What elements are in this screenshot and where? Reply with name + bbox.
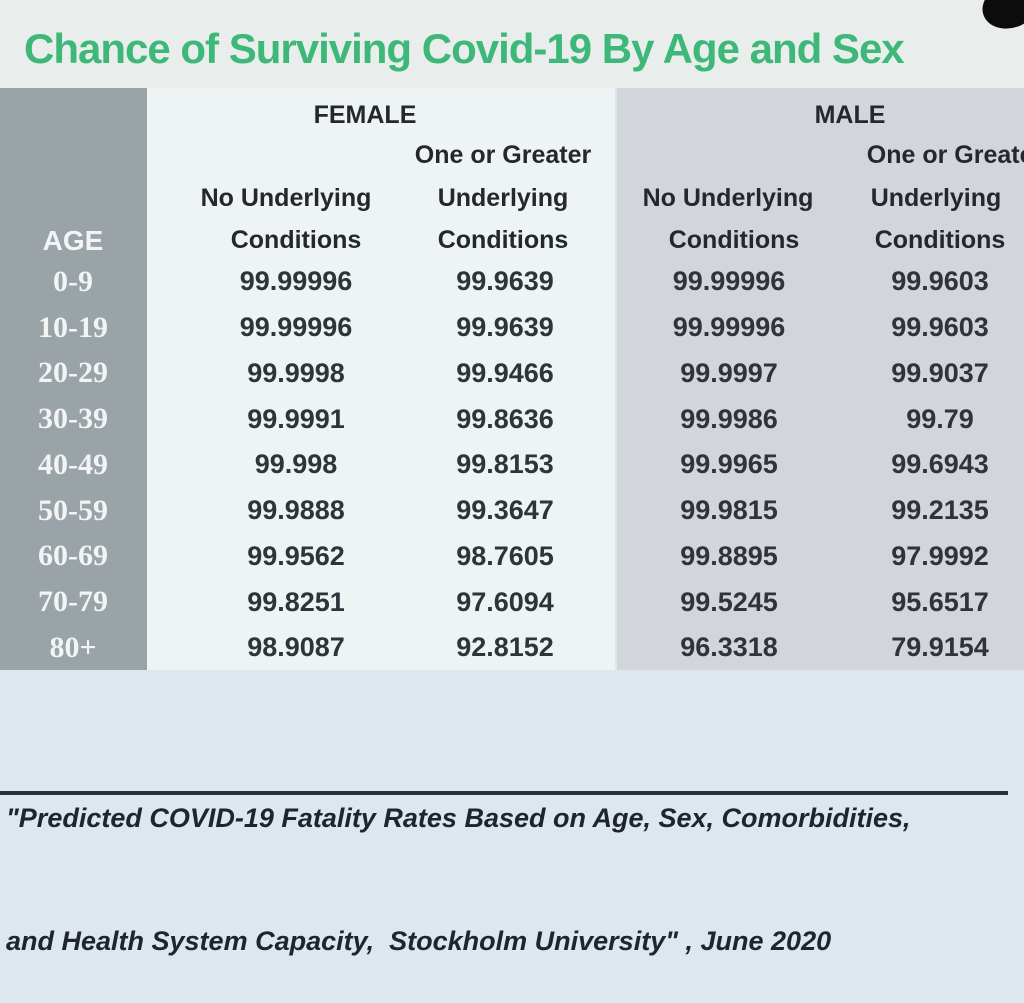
table-cell: 99.8895 [680, 540, 778, 571]
female-section-panel [147, 88, 615, 670]
age-row-label: 10-19 [38, 310, 108, 344]
table-cell: 79.9154 [891, 632, 989, 663]
table-cell: 99.9562 [247, 540, 345, 571]
table-cell: 99.99996 [672, 312, 786, 343]
table-cell: 99.5245 [680, 586, 778, 617]
male-no-underlying-label: No Underlying [642, 184, 814, 212]
female-no-underlying-label: No Underlying [200, 184, 372, 212]
table-cell: 99.9888 [247, 495, 345, 526]
male-no-underlying-conditions-label: Conditions [668, 226, 800, 254]
table-cell: 99.9997 [680, 357, 778, 388]
table-cell: 99.9603 [891, 266, 989, 297]
column-male-no-conditions: 99.99996 99.99996 99.9997 99.9986 99.996… [673, 259, 786, 671]
age-row-label: 50-59 [38, 493, 108, 527]
male-section-panel [617, 88, 1024, 670]
table-cell: 99.9037 [891, 357, 989, 388]
table-cell: 99.6943 [891, 449, 989, 480]
title-bar: Chance of Surviving Covid-19 By Age and … [0, 0, 1024, 88]
table-cell: 99.9815 [680, 495, 778, 526]
female-underlying-conditions-label: Conditions [437, 226, 569, 254]
male-underlying-conditions-label: Conditions [874, 226, 1006, 254]
column-male-one-or-greater: 99.9603 99.9603 99.9037 99.79 99.6943 99… [891, 259, 989, 671]
table-cell: 99.998 [254, 449, 338, 480]
table-cell: 99.99996 [239, 312, 353, 343]
male-underlying-label: Underlying [870, 184, 1002, 212]
page-title: Chance of Surviving Covid-19 By Age and … [24, 25, 905, 72]
age-row-label: 70-79 [38, 585, 108, 619]
table-cell: 99.9466 [456, 357, 554, 388]
table-cell: 98.9087 [247, 632, 345, 663]
female-no-underlying-conditions-label: Conditions [230, 226, 362, 254]
table-cell: 97.9992 [891, 540, 989, 571]
female-one-or-greater-label: One or Greater [414, 141, 592, 169]
age-row-label: 30-39 [38, 402, 108, 436]
age-row-label: 80+ [49, 630, 97, 664]
table-cell: 99.9639 [456, 266, 554, 297]
column-female-no-conditions: 99.99996 99.99996 99.9998 99.9991 99.998… [240, 259, 353, 671]
source-citation-line1: "Predicted COVID-19 Fatality Rates Based… [6, 803, 911, 833]
table-cell: 99.99996 [239, 266, 353, 297]
table-cell: 99.9639 [456, 312, 554, 343]
table-cell: 99.9965 [680, 449, 778, 480]
male-group-header: MALE [814, 101, 886, 129]
column-female-one-or-greater: 99.9639 99.9639 99.9466 99.8636 99.8153 … [456, 259, 554, 671]
table-cell: 96.3318 [680, 632, 778, 663]
table-cell: 99.2135 [891, 495, 989, 526]
age-column-panel [0, 88, 147, 670]
source-citation-line2: and Health System Capacity, Stockholm Un… [6, 926, 832, 956]
table-cell: 99.9991 [247, 403, 345, 434]
table-cell: 98.7605 [456, 540, 554, 571]
column-age: 0-9 10-19 20-29 30-39 40-49 50-59 60-69 … [38, 259, 108, 671]
age-column-header: AGE [42, 225, 104, 256]
male-one-or-greater-label: One or Greater [866, 141, 1024, 169]
table-cell: 99.9998 [247, 357, 345, 388]
source-citation: "Predicted COVID-19 Fatality Rates Based… [6, 716, 1018, 1003]
table-cell: 97.6094 [456, 586, 554, 617]
table-cell: 95.6517 [891, 586, 989, 617]
age-row-label: 0-9 [53, 264, 93, 298]
female-underlying-label: Underlying [437, 184, 569, 212]
female-group-header: FEMALE [313, 101, 417, 129]
table-cell: 99.9986 [680, 403, 778, 434]
age-row-label: 20-29 [38, 356, 108, 390]
table-cell: 99.79 [906, 403, 974, 434]
footer-divider [0, 791, 1008, 795]
age-row-label: 40-49 [38, 447, 108, 481]
table-cell: 99.99996 [672, 266, 786, 297]
table-cell: 99.8636 [456, 403, 554, 434]
table-cell: 99.9603 [891, 312, 989, 343]
table-cell: 99.8153 [456, 449, 554, 480]
table-cell: 92.8152 [456, 632, 554, 663]
table-cell: 99.3647 [456, 495, 554, 526]
age-row-label: 60-69 [38, 539, 108, 573]
table-cell: 99.8251 [247, 586, 345, 617]
